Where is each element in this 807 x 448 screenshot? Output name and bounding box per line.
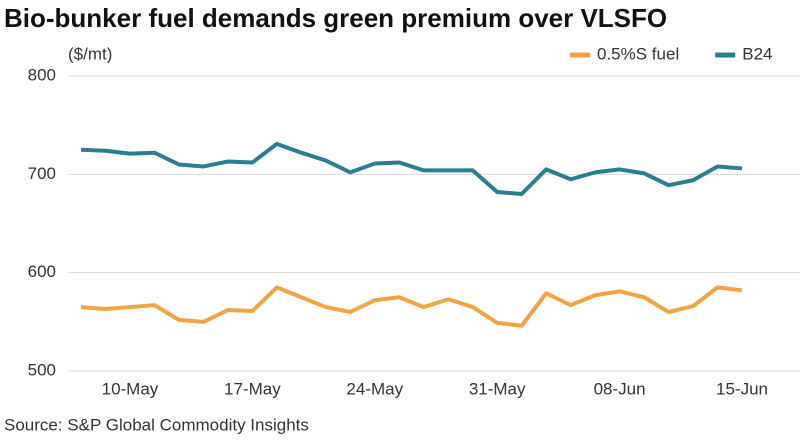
series-line	[80, 285, 743, 328]
y-axis-label: ($/mt)	[68, 44, 112, 63]
x-tick-label: 17-May	[224, 379, 281, 398]
y-tick-label: 600	[28, 262, 56, 281]
source: Source: S&P Global Commodity Insights	[4, 415, 309, 434]
y-tick-label: 500	[28, 360, 56, 379]
x-tick-label: 24-May	[346, 379, 403, 398]
legend-label: B24	[742, 44, 772, 63]
y-tick-label: 700	[28, 164, 56, 183]
series-line	[80, 141, 743, 196]
x-tick-label: 31-May	[469, 379, 526, 398]
chart-title: Bio-bunker fuel demands green premium ov…	[4, 3, 667, 33]
x-tick-label: 15-Jun	[716, 379, 768, 398]
y-tick-label: 800	[28, 65, 56, 84]
x-tick-label: 10-May	[102, 379, 159, 398]
x-tick-label: 08-Jun	[594, 379, 646, 398]
legend-label: 0.5%S fuel	[597, 44, 679, 63]
